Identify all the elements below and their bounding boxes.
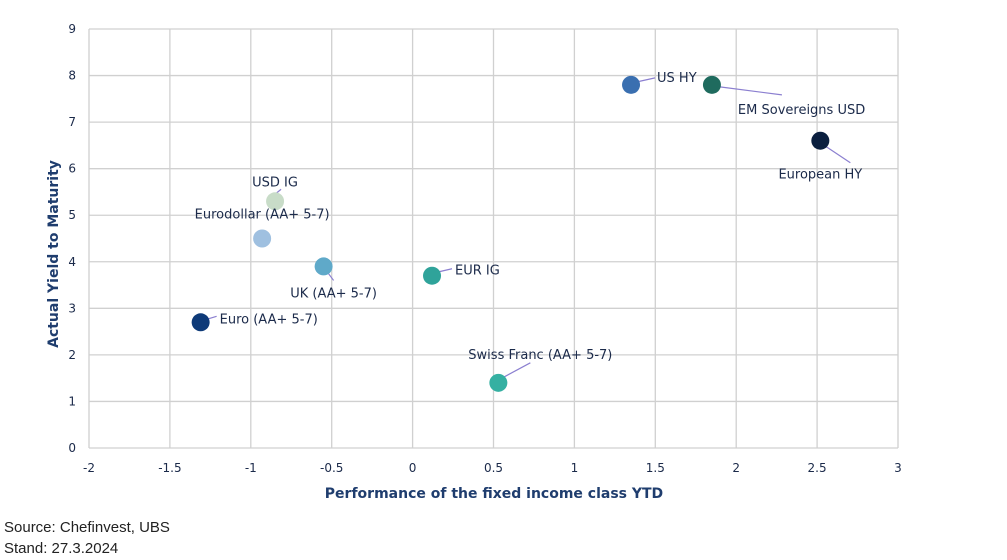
point-label: Swiss Franc (AA+ 5-7) xyxy=(468,348,612,363)
point-label: USD IG xyxy=(252,175,298,190)
point-label: EUR IG xyxy=(455,264,500,279)
x-tick-label: 2.5 xyxy=(808,461,827,475)
y-tick-label: 6 xyxy=(68,162,76,176)
x-tick-label: -1 xyxy=(245,461,257,475)
point-label: EM Sovereigns USD xyxy=(738,103,865,118)
source-note: Source: Chefinvest, UBS xyxy=(4,519,170,536)
leader-line xyxy=(636,77,656,83)
y-tick-label: 1 xyxy=(68,394,76,408)
x-tick-label: 1 xyxy=(571,461,579,475)
point-label: Euro (AA+ 5-7) xyxy=(220,312,318,327)
leader-line xyxy=(826,146,851,164)
point-label: US HY xyxy=(657,71,697,86)
x-tick-label: 3 xyxy=(894,461,902,475)
y-axis-ticks: 0 1 2 3 4 5 6 7 8 9 xyxy=(68,22,76,455)
x-axis-title: Performance of the fixed income class YT… xyxy=(325,486,663,502)
data-points xyxy=(191,75,830,392)
y-tick-label: 0 xyxy=(68,441,76,455)
x-tick-label: -1.5 xyxy=(158,461,181,475)
x-tick-label: -0.5 xyxy=(320,461,343,475)
y-axis-title: Actual Yield to Maturity xyxy=(46,160,62,348)
data-point xyxy=(314,257,333,276)
y-tick-label: 2 xyxy=(68,348,76,362)
point-label: European HY xyxy=(778,168,862,183)
data-point xyxy=(622,75,641,94)
leader-line xyxy=(504,362,531,378)
x-tick-label: 2 xyxy=(732,461,740,475)
x-tick-label: -2 xyxy=(83,461,95,475)
point-labels: US HY EM Sovereigns USD European HY USD IG E… xyxy=(195,71,866,363)
x-tick-label: 0.5 xyxy=(484,461,503,475)
leader-line xyxy=(438,268,453,273)
data-point xyxy=(489,373,508,392)
x-axis-ticks: -2 -1.5 -1 -0.5 0 0.5 1 1.5 2 2.5 3 xyxy=(83,461,902,475)
x-tick-label: 1.5 xyxy=(646,461,665,475)
point-label: UK (AA+ 5-7) xyxy=(290,286,377,301)
point-label: Eurodollar (AA+ 5-7) xyxy=(195,208,330,223)
grid xyxy=(88,28,899,449)
data-point xyxy=(423,266,442,285)
y-tick-label: 7 xyxy=(68,115,76,129)
y-tick-label: 9 xyxy=(68,22,76,36)
x-tick-label: 0 xyxy=(409,461,417,475)
data-point xyxy=(191,313,210,332)
data-point xyxy=(811,131,830,150)
y-tick-label: 8 xyxy=(68,69,76,83)
leader-line xyxy=(719,86,783,96)
y-tick-label: 3 xyxy=(68,301,76,315)
y-tick-label: 4 xyxy=(68,255,76,269)
data-point xyxy=(266,192,285,211)
data-point xyxy=(253,229,272,248)
data-point xyxy=(702,75,721,94)
scatter-chart: 0 1 2 3 4 5 6 7 8 9 -2 -1.5 -1 -0.5 0 0.5 1 1.5 2 2.5 3 US … xyxy=(46,22,902,502)
date-note: Stand: 27.3.2024 xyxy=(4,540,119,557)
y-tick-label: 5 xyxy=(68,208,76,222)
